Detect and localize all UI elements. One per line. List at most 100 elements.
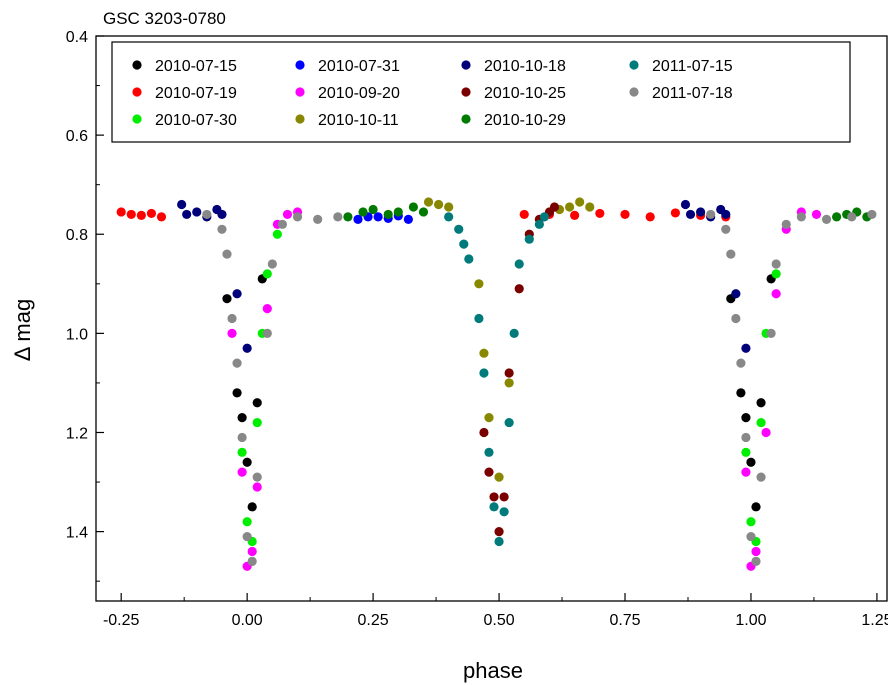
data-point [484, 447, 494, 457]
data-point [242, 343, 252, 353]
data-point [237, 467, 247, 477]
legend-marker [295, 87, 305, 97]
data-point [262, 303, 272, 314]
data-point [136, 210, 146, 221]
data-point [736, 358, 746, 368]
data-point [252, 472, 262, 482]
legend-marker [132, 87, 142, 97]
data-point [504, 368, 514, 378]
legend-label: 2010-10-11 [318, 112, 399, 129]
data-point [726, 249, 736, 259]
data-point [751, 556, 761, 566]
legend-marker [132, 114, 142, 124]
data-point [721, 224, 731, 234]
data-point [237, 413, 247, 423]
data-point [832, 212, 842, 222]
y-tick-label: 0.8 [66, 227, 88, 244]
data-point [867, 209, 877, 220]
data-point [519, 209, 529, 220]
data-point [433, 199, 444, 210]
y-tick-label: 1.2 [66, 425, 88, 442]
legend-label: 2010-07-31 [318, 58, 400, 75]
data-point [741, 413, 751, 423]
data-point [746, 457, 756, 467]
data-point [232, 289, 242, 299]
legend-label: 2011-07-15 [652, 58, 733, 75]
data-point [731, 313, 741, 324]
data-point [746, 531, 756, 542]
data-point [232, 358, 242, 368]
data-point [670, 208, 680, 218]
legend-marker [629, 60, 639, 70]
data-point [217, 209, 227, 220]
data-point [539, 212, 550, 222]
data-point [489, 502, 499, 512]
data-point [237, 447, 247, 457]
legend: 2010-07-15 2010-07-19 2010-07-30 2010-07-31… [111, 41, 851, 143]
data-point [504, 417, 514, 428]
data-point [444, 212, 454, 222]
data-point [620, 209, 630, 220]
data-point [242, 457, 252, 467]
data-point [721, 209, 731, 220]
data-point [423, 197, 434, 207]
x-tick-label: 1.00 [735, 612, 766, 629]
data-point [227, 328, 237, 338]
data-point [489, 492, 499, 502]
data-point [695, 207, 706, 217]
data-point [418, 207, 429, 217]
data-point [781, 219, 791, 229]
data-point [741, 432, 751, 443]
data-point [756, 472, 766, 482]
data-point [177, 199, 187, 210]
data-point [680, 199, 691, 210]
legend-label: 2010-10-18 [484, 58, 566, 75]
data-point [192, 207, 202, 217]
x-tick-label: 0.25 [358, 612, 389, 629]
data-point [499, 492, 509, 502]
data-point [731, 289, 741, 299]
data-point [262, 328, 272, 338]
y-tick-label: 1.4 [66, 525, 88, 542]
data-point [242, 517, 252, 527]
y-axis-label: Δ mag [10, 299, 35, 361]
data-point [741, 343, 751, 353]
data-point [272, 229, 282, 239]
plot-axes [95, 35, 888, 602]
legend-marker [461, 87, 471, 97]
data-point [706, 209, 716, 220]
legend-label: 2011-07-18 [652, 85, 733, 102]
data-point [514, 259, 524, 269]
legend-label: 2010-07-19 [155, 85, 237, 102]
data-point [474, 279, 484, 289]
legend-marker [295, 60, 305, 70]
data-point [811, 209, 822, 220]
data-point [247, 546, 257, 557]
data-point [343, 212, 353, 222]
data-point [504, 378, 514, 388]
data-point [685, 209, 696, 220]
data-point [227, 313, 237, 324]
legend-marker [295, 114, 305, 124]
data-point [766, 328, 776, 338]
data-point [645, 212, 655, 222]
data-point [494, 472, 504, 482]
data-point [247, 502, 257, 512]
data-point [499, 507, 509, 517]
data-points [116, 197, 877, 571]
data-point [277, 219, 288, 229]
legend-box [111, 41, 851, 143]
legend-label: 2010-07-15 [155, 58, 237, 75]
data-point [247, 556, 257, 566]
data-point [751, 546, 761, 557]
data-point [252, 398, 262, 408]
data-point [514, 284, 524, 294]
x-tick-label: 0.50 [483, 612, 514, 629]
legend-label: 2010-10-25 [484, 85, 566, 102]
data-point [494, 527, 504, 537]
x-axis-label: phase [463, 658, 523, 683]
data-point [771, 269, 781, 279]
data-point [756, 398, 766, 408]
data-point [509, 328, 519, 338]
